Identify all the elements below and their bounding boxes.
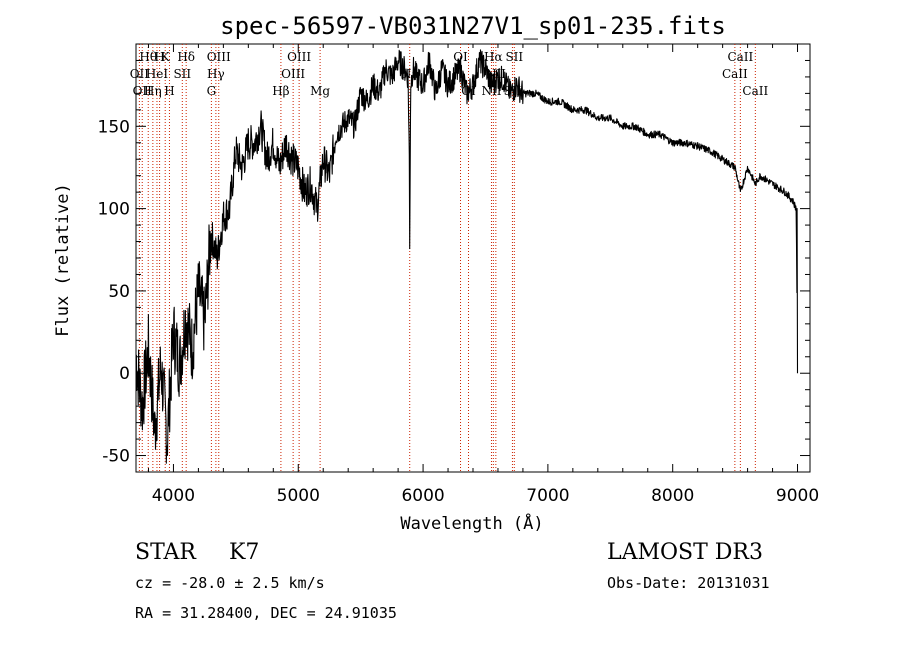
redshift-line: cz = -28.0 ± 2.5 km/s	[135, 574, 325, 592]
marker-label: OII	[133, 84, 153, 98]
plot-frame	[135, 43, 811, 473]
marker-label: Hγ	[207, 67, 225, 81]
marker-label: OIII	[207, 50, 231, 64]
y-tick-label: 0	[119, 364, 130, 384]
marker-label: OIII	[281, 67, 305, 81]
y-tick-label: 100	[98, 200, 130, 220]
y-axis: -50 0 50 100 150	[98, 59, 810, 473]
x-tick-label: 9000	[776, 486, 819, 506]
marker-label: Mg	[310, 84, 330, 98]
marker-label: Hη	[144, 84, 162, 98]
marker-label: HeI	[146, 67, 169, 81]
marker-label: CaII	[722, 67, 748, 81]
spectrum-line	[135, 49, 799, 464]
x-tick-label: 5000	[277, 486, 320, 506]
marker-label: SII	[505, 50, 523, 64]
marker-label: Hδ	[177, 50, 195, 64]
marker-label: OII	[130, 67, 150, 81]
x-axis-label: Wavelength (Å)	[400, 512, 543, 534]
marker-label: Hθ	[139, 50, 157, 64]
y-tick-label: 50	[108, 282, 130, 302]
y-tick-label: 150	[98, 117, 130, 137]
subclass-label: K7	[229, 540, 260, 565]
marker-label: G	[207, 84, 217, 98]
x-tick-label: 4000	[152, 486, 195, 506]
obs-date-line: Obs-Date: 20131031	[607, 574, 770, 592]
class-label: STAR	[135, 540, 196, 565]
y-tick-label: -50	[102, 447, 130, 467]
marker-label: CaII	[727, 50, 753, 64]
marker-label: OI	[453, 50, 468, 64]
y-axis-label: Flux (relative)	[53, 183, 73, 337]
marker-label: SII	[173, 67, 191, 81]
x-axis: 4000 5000 6000 7000 8000 9000	[147, 44, 819, 506]
x-tick-label: 7000	[526, 486, 569, 506]
marker-label: H	[164, 84, 174, 98]
x-tick-label: 6000	[401, 486, 444, 506]
x-tick-label: 8000	[651, 486, 694, 506]
survey-label: LAMOST DR3	[607, 540, 763, 565]
chart-title: spec-56597-VB031N27V1_sp01-235.fits	[220, 12, 726, 40]
marker-label: Hα	[484, 50, 503, 64]
spectrum-series	[135, 49, 799, 464]
line-marker-lines	[138, 44, 756, 472]
marker-label: K	[161, 50, 171, 64]
marker-label: Hβ	[272, 84, 289, 98]
coordinates-line: RA = 31.28400, DEC = 24.91035	[135, 604, 397, 622]
object-class: STAR K7	[135, 540, 259, 565]
marker-label: OIII	[287, 50, 311, 64]
marker-label: H	[154, 50, 164, 64]
marker-label: CaII	[742, 84, 768, 98]
